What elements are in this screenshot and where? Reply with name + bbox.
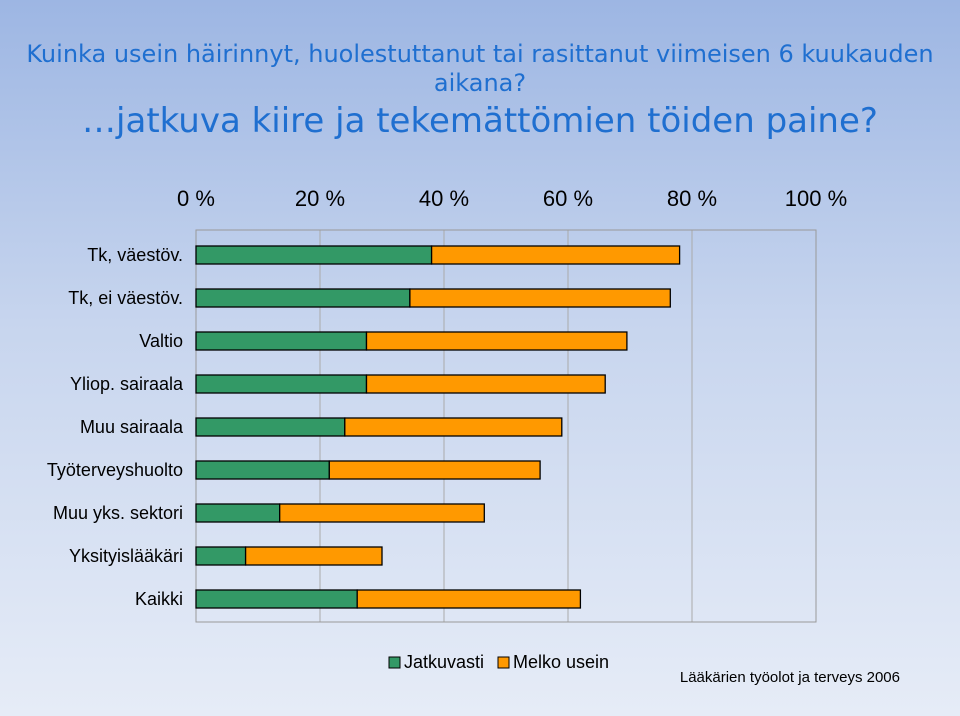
bar-melko-usein [244,546,383,566]
category-label: Muu yks. sektori [53,503,183,523]
bar-melko-usein [328,460,541,480]
legend-label: Melko usein [513,652,609,672]
x-axis-ticks: 0 % 20 % 40 % 60 % 80 % 100 % [177,186,847,211]
x-tick-label: 60 % [543,186,593,211]
bar-melko-usein [344,417,563,437]
bar-melko-usein [365,374,606,394]
bar-melko-usein [356,589,582,609]
bar-jatkuvasti [195,288,411,308]
bar-jatkuvasti [195,245,433,265]
category-label: Valtio [139,331,183,351]
bar-jatkuvasti [195,417,346,437]
y-axis-categories: Tk, väestöv. Tk, ei väestöv. Valtio Yliop. … [47,245,184,609]
category-label: Yksityislääkäri [69,546,183,566]
bar-jatkuvasti [195,460,330,480]
category-label: Kaikki [135,589,183,609]
bar-jatkuvasti [195,503,281,523]
bar-melko-usein [409,288,671,308]
legend-label: Jatkuvasti [404,652,484,672]
category-label: Tk, väestöv. [87,245,183,265]
category-label: Tk, ei väestöv. [68,288,183,308]
legend: Jatkuvasti Melko usein [388,652,609,672]
category-label: Muu sairaala [80,417,184,437]
x-tick-label: 20 % [295,186,345,211]
category-label: Yliop. sairaala [70,374,184,394]
x-tick-label: 0 % [177,186,215,211]
chart-title: Kuinka usein häirinnyt, huolestuttanut t… [26,40,934,97]
bar-series [195,245,681,609]
bar-melko-usein [430,245,681,265]
chart-subtitle: …jatkuva kiire ja tekemättömien töiden p… [82,101,878,141]
bar-melko-usein [279,503,485,523]
bar-melko-usein [365,331,628,351]
legend-swatch [497,656,510,669]
category-label: Työterveyshuolto [47,460,183,480]
bar-jatkuvasti [195,546,247,566]
x-tick-label: 40 % [419,186,469,211]
legend-swatch [388,656,401,669]
x-tick-label: 80 % [667,186,717,211]
source-note: Lääkärien työolot ja terveys 2006 [680,669,900,686]
bar-jatkuvasti [195,374,368,394]
x-tick-label: 100 % [785,186,847,211]
bar-jatkuvasti [195,589,358,609]
bar-jatkuvasti [195,331,368,351]
